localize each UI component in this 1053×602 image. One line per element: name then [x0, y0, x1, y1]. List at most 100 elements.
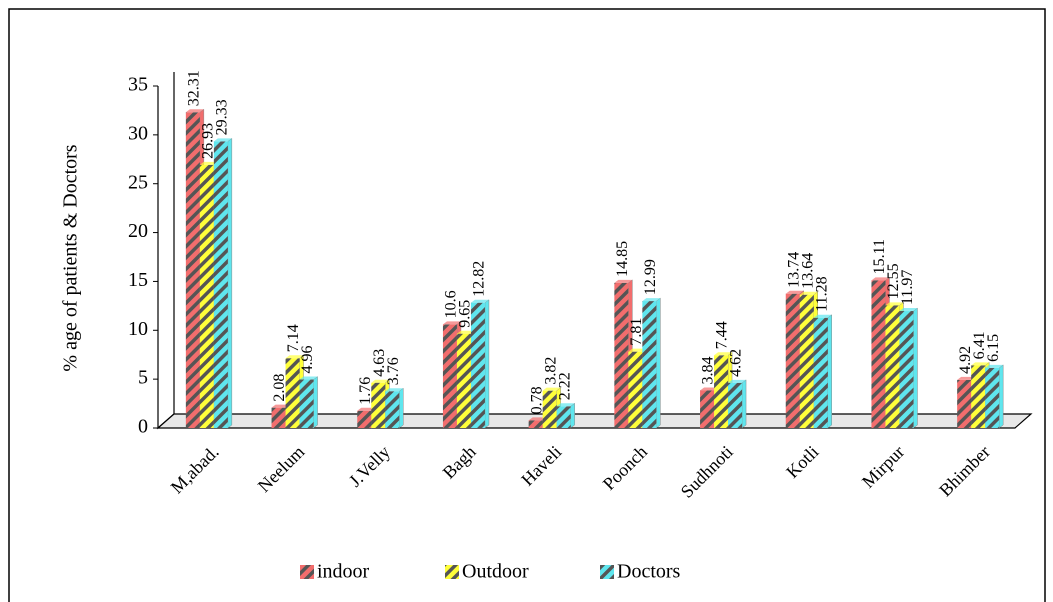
data-label: 12.55	[885, 263, 902, 299]
bar	[957, 379, 972, 428]
data-label: 4.92	[957, 346, 974, 374]
bar-top	[213, 138, 232, 142]
y-tick-label: 25	[128, 171, 148, 193]
bar-top	[185, 109, 204, 113]
bar-side	[570, 402, 575, 429]
x-tick-label: Sudhnoti	[677, 442, 737, 502]
data-label: 29.33	[214, 99, 231, 135]
x-tick-label: J.Velly	[345, 442, 394, 491]
bar	[700, 390, 715, 428]
x-tick-label: Neelum	[254, 442, 308, 496]
data-label: 13.64	[799, 253, 816, 289]
bar-top	[357, 407, 376, 411]
data-label: 14.85	[614, 241, 631, 277]
bar	[971, 365, 986, 428]
bar-top	[299, 376, 318, 380]
x-tick-label: Haveli	[517, 442, 565, 490]
bar-side	[741, 379, 747, 429]
bar-top	[785, 290, 804, 294]
bar-top	[885, 302, 904, 306]
bar	[871, 280, 886, 428]
bar	[556, 406, 571, 428]
bar-top	[542, 387, 561, 391]
bar	[199, 164, 214, 429]
bar-side	[827, 314, 832, 429]
bar-top	[799, 291, 818, 295]
bar	[271, 407, 286, 428]
bar-top	[642, 298, 661, 302]
y-tick-label: 10	[128, 318, 148, 340]
x-tick-label: Bagh	[439, 442, 480, 483]
bar-top	[528, 417, 547, 421]
bar-side	[313, 376, 318, 429]
data-label: 0.78	[528, 386, 545, 414]
bar-top	[371, 379, 390, 383]
bar	[885, 305, 900, 428]
legend-label: Doctors	[617, 561, 681, 583]
x-tick-label: M,abad.	[167, 442, 223, 498]
data-label: 2.08	[271, 374, 288, 402]
x-tick-label: Mirpur	[858, 442, 908, 492]
bar-top	[700, 387, 719, 391]
bar	[299, 379, 314, 428]
data-label: 2.22	[556, 372, 573, 400]
bar	[728, 382, 743, 428]
bar	[714, 355, 729, 428]
bar	[985, 367, 1000, 428]
data-label: 12.82	[471, 261, 488, 297]
data-label: 3.84	[700, 356, 717, 384]
legend-label: Outdoor	[462, 561, 529, 583]
legend-swatch	[300, 565, 314, 579]
bar	[628, 351, 643, 428]
bar-side	[913, 307, 918, 429]
bar-top	[199, 161, 218, 165]
data-label: 3.76	[385, 357, 402, 385]
x-tick-label: Kotli	[782, 442, 822, 482]
y-axis-label: % age of patients & Doctors	[60, 144, 82, 371]
bar	[813, 317, 828, 428]
data-label: 26.93	[200, 123, 217, 159]
data-label: 10.6	[443, 290, 460, 318]
data-label: 11.97	[899, 270, 916, 305]
bar	[528, 420, 543, 428]
bar	[542, 390, 557, 428]
bar	[799, 294, 814, 428]
bar-top	[285, 355, 304, 359]
bar-top	[985, 364, 1004, 368]
bar	[442, 324, 457, 428]
y-tick-label: 30	[128, 122, 148, 144]
bar	[470, 302, 485, 428]
data-label: 4.63	[371, 349, 388, 377]
bar-top	[971, 362, 990, 366]
chart-border	[8, 8, 1046, 602]
data-label: 13.74	[785, 252, 802, 288]
bar-top	[728, 379, 747, 383]
bar	[213, 141, 228, 429]
bar-top	[628, 348, 647, 352]
legend-label: indoor	[317, 561, 370, 583]
bar-side	[484, 299, 490, 429]
data-label: 15.11	[871, 239, 888, 274]
data-label: 1.76	[357, 377, 374, 405]
x-tick-label: Poonch	[599, 442, 651, 494]
data-label: 32.31	[186, 70, 203, 106]
data-label: 7.14	[285, 324, 302, 352]
data-label: 11.28	[813, 276, 830, 311]
data-label: 7.44	[714, 321, 731, 349]
bar-top	[714, 352, 733, 356]
bar	[371, 382, 386, 428]
bar-top	[899, 308, 918, 312]
bar-top	[957, 376, 976, 380]
data-label: 12.99	[642, 259, 659, 295]
data-label: 9.65	[457, 300, 474, 328]
bar-top	[456, 330, 475, 334]
bar-top	[813, 314, 832, 318]
data-label: 3.82	[542, 357, 559, 385]
bar	[357, 410, 372, 428]
bar-top	[470, 299, 489, 303]
y-tick-label: 15	[128, 269, 148, 291]
bar-top	[442, 321, 461, 325]
bar-top	[614, 279, 633, 283]
bar-side	[227, 137, 233, 429]
